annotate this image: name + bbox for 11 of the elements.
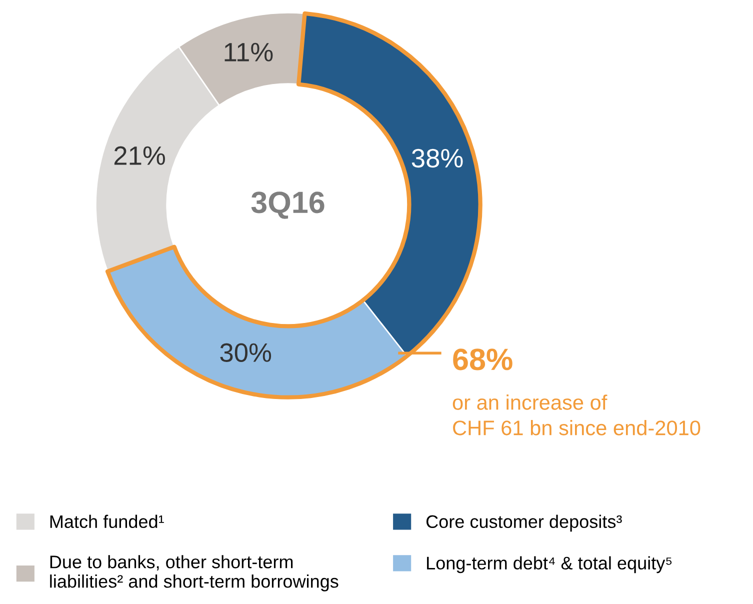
data-label: 11% (224, 42, 273, 62)
data-label: 38% (412, 148, 463, 168)
legend-label: Long-term debt⁴ & total equity⁵ (427, 556, 672, 574)
legend-label: Core customer deposits³ (426, 514, 622, 532)
text: 3Q16 (251, 192, 324, 219)
legend-label: Match funded¹ (50, 514, 164, 528)
text: or an increase of CHF 61 bn since end-2010 (452, 394, 700, 436)
legend-label: Due to banks, other short-term liabilities² and short-term borrowings (50, 555, 338, 592)
data-label: 30% (220, 343, 272, 362)
data-label: 21% (114, 146, 165, 165)
text: 68% (453, 348, 512, 370)
